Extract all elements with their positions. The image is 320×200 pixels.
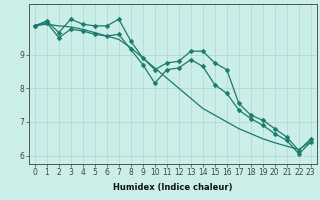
X-axis label: Humidex (Indice chaleur): Humidex (Indice chaleur)	[113, 183, 233, 192]
